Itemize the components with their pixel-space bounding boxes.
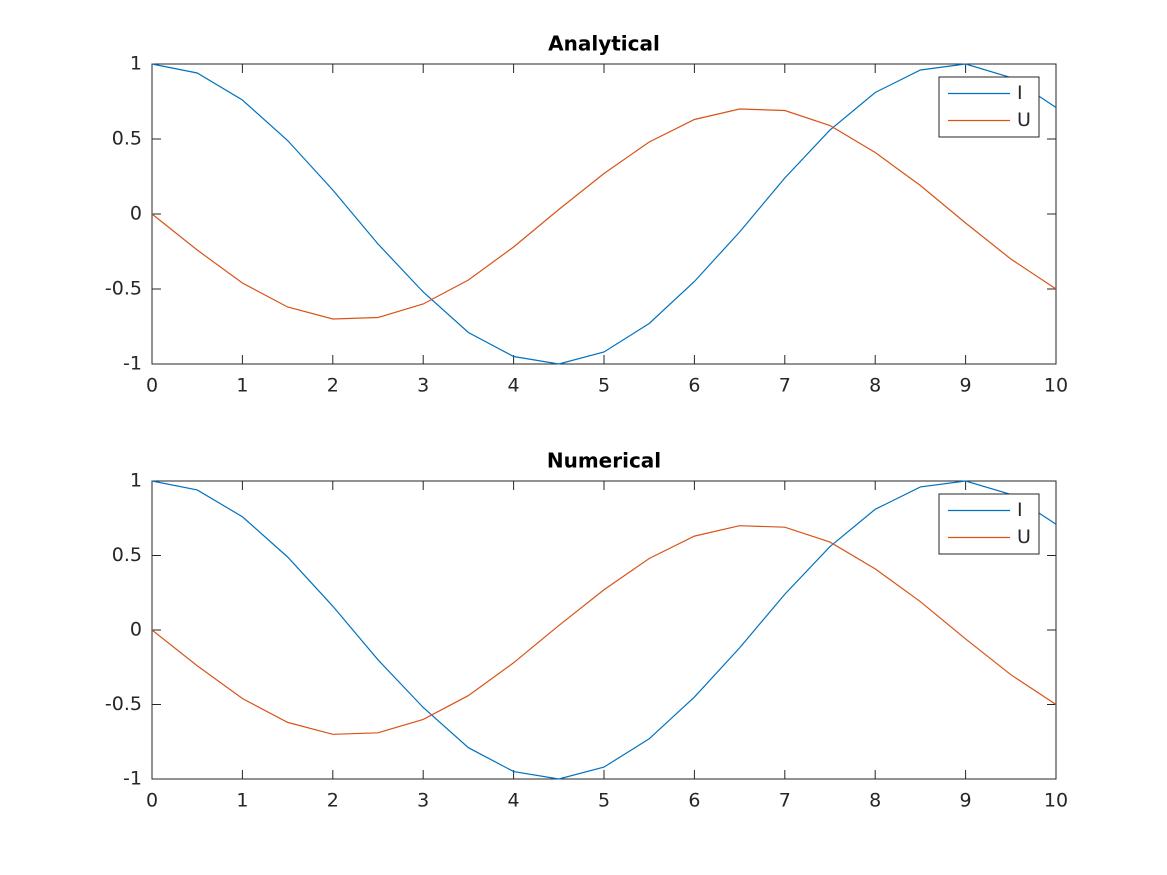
legend-label: I [1017, 82, 1023, 104]
x-tick-label: 2 [327, 790, 339, 812]
x-tick-label: 4 [508, 790, 520, 812]
x-tick-label: 5 [598, 790, 610, 812]
x-tick-label: 1 [236, 375, 248, 397]
x-tick-label: 1 [236, 790, 248, 812]
x-tick-label: 9 [960, 375, 972, 397]
x-tick-label: 9 [960, 790, 972, 812]
y-tick-label: 0 [130, 203, 142, 225]
plot-area [151, 63, 1057, 365]
chart-title: Analytical [548, 32, 660, 56]
legend-label: U [1017, 526, 1031, 548]
chart-title: Numerical [547, 449, 661, 473]
y-tick-label: -0.5 [105, 693, 142, 715]
x-tick-label: 6 [688, 790, 700, 812]
legend-label: I [1017, 499, 1023, 521]
legend-box [938, 493, 1040, 555]
y-tick-label: 1 [130, 470, 142, 492]
x-tick-label: 7 [779, 375, 791, 397]
line [151, 108, 1057, 320]
x-tick-label: 0 [146, 790, 158, 812]
x-tick-label: 3 [417, 790, 429, 812]
x-tick-label: 3 [417, 375, 429, 397]
y-tick-label: -1 [123, 353, 142, 375]
x-tick-label: 8 [869, 790, 881, 812]
y-tick-label: 1 [130, 53, 142, 75]
x-tick-label: 6 [688, 375, 700, 397]
y-tick-label: 0 [130, 619, 142, 641]
plot-area [151, 480, 1057, 780]
y-tick-label: 0.5 [112, 128, 142, 150]
y-tick-label: -1 [123, 768, 142, 790]
x-tick-label: 8 [869, 375, 881, 397]
y-tick-label: 0.5 [112, 544, 142, 566]
x-tick-label: 10 [1044, 790, 1068, 812]
line [151, 63, 1057, 365]
x-tick-label: 4 [508, 375, 520, 397]
legend-label: U [1017, 109, 1031, 131]
x-tick-label: 5 [598, 375, 610, 397]
legend-box [938, 76, 1040, 138]
x-tick-label: 0 [146, 375, 158, 397]
x-tick-label: 7 [779, 790, 791, 812]
line [151, 525, 1057, 735]
x-tick-label: 2 [327, 375, 339, 397]
line [151, 480, 1057, 780]
x-tick-label: 10 [1044, 375, 1068, 397]
y-tick-label: -0.5 [105, 278, 142, 300]
